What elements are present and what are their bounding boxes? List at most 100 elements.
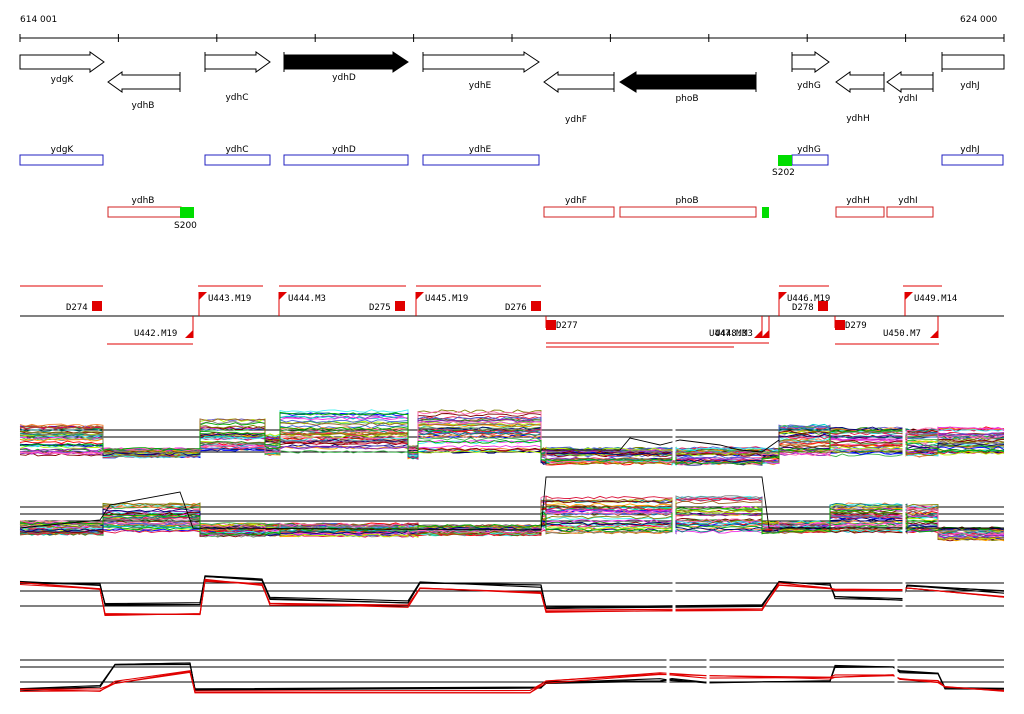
expression-series-line [19,506,1005,536]
segment-flag-u444[interactable] [279,292,287,300]
segment-label: D278 [792,303,814,313]
expression-series-line [19,427,1005,465]
gene-arrow-phoB[interactable]: phoB [619,71,757,104]
segment-label: U447.M3 [709,329,747,339]
gene-arrow-ydhB[interactable]: ydhB [107,71,181,111]
segment-label: D276 [505,303,527,313]
gene-label: ydgK [51,75,75,85]
signal-marker-s202[interactable] [778,155,792,166]
gene-arrow-ydhJ[interactable]: ydhJ [941,52,1005,91]
annotation-box-ydhE[interactable] [422,154,540,166]
expression-track-4 [19,655,1005,695]
expression-series-line [541,437,780,453]
gene-arrow-ydhG[interactable]: ydhG [791,51,830,91]
gene-arrow-ydhC[interactable]: ydhC [204,51,271,103]
annotation-box-ydhB[interactable] [107,206,182,218]
gene-arrow-ydhE[interactable]: ydhE [422,51,540,91]
expression-series-line [19,662,1005,691]
annotation-box-phoB[interactable] [619,206,757,218]
segment-marker-d274[interactable] [92,301,102,311]
segment-flag-u446[interactable] [779,292,787,300]
annotation-label: ydhG [797,145,821,155]
annotation-box-ydhC[interactable] [204,154,271,166]
expression-series-line [19,418,1005,466]
segment-flag-u449[interactable] [905,292,913,300]
start-coordinate: 614 001 [20,15,57,25]
segment-label: U444.M3 [288,294,326,304]
segment-flag-u443[interactable] [199,292,207,300]
gene-label: ydhD [332,73,356,83]
annotation-label: phoB [675,196,698,206]
expression-series-line [19,412,1005,463]
expression-series-line [19,671,1005,692]
gene-label: phoB [675,94,698,104]
expression-series-line [19,501,1005,537]
annotation-box-ydhD[interactable] [283,154,409,166]
gene-arrow-ydhF[interactable]: ydhF [543,71,615,125]
annotation-row-reverse [107,206,934,218]
expression-series-line [19,663,1005,692]
expression-series-line [19,507,1005,539]
segment-flag-u447[interactable] [754,330,762,338]
expression-series-line [19,418,1005,464]
annotation-box-ydgK[interactable] [19,154,104,166]
annotation-box-ydhJ[interactable] [941,154,1004,166]
segment-label: D277 [556,321,578,331]
segment-flag-u450[interactable] [930,330,938,338]
segment-label: D279 [845,321,867,331]
segment-marker-d278[interactable] [818,301,828,311]
expression-series-line [19,418,1005,464]
gene-label: ydhC [225,93,248,103]
segment-label: D274 [66,303,88,313]
annotation-box-ydhF[interactable] [543,206,615,218]
expression-series-line [19,499,1004,538]
segment-flag-u448[interactable] [761,330,769,338]
signal-marker-phoB[interactable] [762,207,769,218]
annotation-label: ydhH [846,196,870,206]
annotation-label: ydhI [898,196,917,206]
segment-label: U442.M19 [134,329,177,339]
gene-label: ydhB [132,101,155,111]
gene-arrow-ydgK[interactable]: ydgK [19,51,105,85]
annotation-label: ydhC [225,145,248,155]
signal-label: S202 [772,168,795,178]
annotation-labels-forward: ydgK ydhC ydhD ydhE ydhG ydhJ [51,145,980,155]
gene-arrow-row: ydgK ydhB ydhC ydhD ydhE [19,51,1005,125]
annotation-box-ydhH[interactable] [835,206,885,218]
segment-label: U446.M19 [787,294,830,304]
segment-label: U450.M7 [883,329,921,339]
segment-marker-d275[interactable] [395,301,405,311]
gene-label: ydhJ [960,81,979,91]
segment-label: D275 [369,303,391,313]
segment-label: U443.M19 [208,294,251,304]
gene-arrow-ydhD[interactable]: ydhD [283,51,409,83]
gene-label: ydhI [898,94,917,104]
expression-series-line [19,576,1005,608]
end-coordinate: 624 000 [960,15,997,25]
segment-flag-u442[interactable] [185,330,193,338]
expression-track-3 [19,575,1005,620]
expression-series-line [19,579,1005,615]
expression-series-line [19,507,1005,536]
gene-label: ydhF [565,115,587,125]
segment-label: U448.M3 [715,329,753,339]
gene-label: ydhH [846,114,870,124]
expression-series-line [19,411,1005,466]
annotation-label: ydhJ [960,145,979,155]
annotation-box-ydhG[interactable] [791,154,829,166]
signal-label: S200 [174,221,197,231]
coordinate-ruler: 614 001 624 000 [19,15,1005,42]
segment-marker-d276[interactable] [531,301,541,311]
segment-flag-u445[interactable] [416,292,424,300]
gene-arrow-ydhH[interactable]: ydhH [835,71,885,124]
annotation-box-ydhI[interactable] [886,206,934,218]
segment-marker-d277[interactable] [546,320,556,330]
signal-marker-s200[interactable] [180,207,194,218]
expression-track-2 [19,476,1005,542]
segment-marker-d279[interactable] [835,320,845,330]
gene-label: ydhE [469,81,492,91]
annotation-label: ydhB [132,196,155,206]
gene-arrow-ydhI[interactable]: ydhI [886,71,934,104]
expression-series-line [19,670,1005,694]
